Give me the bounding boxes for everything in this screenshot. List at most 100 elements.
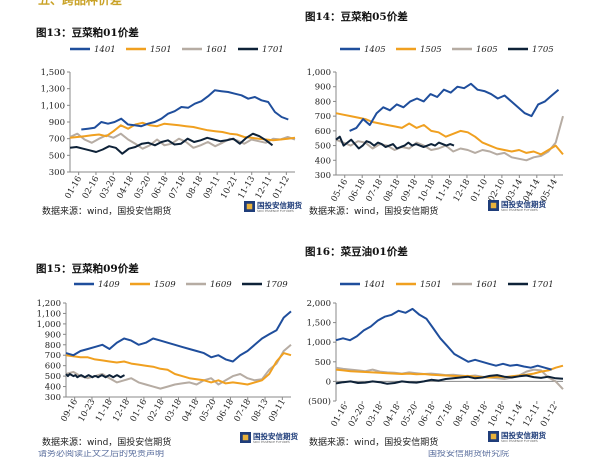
legend-label: 1701 [262,45,284,55]
legend-item-1501: 1501 [396,280,442,290]
logo-sub: SDIC ESSENCE FUTURES [253,440,290,444]
data-source: 数据来源：wind，国投安信期货 [309,438,439,448]
data-source: 数据来源：wind，国投安信期货 [309,207,439,217]
legend-label: 1709 [266,280,288,290]
legend-item-1501: 1501 [126,45,172,55]
x-tick-label: 01-12 [271,175,292,201]
legend-item-1609: 1609 [186,280,232,290]
y-tick-label: 900 [45,330,61,340]
y-tick-label: 1,000 [37,320,61,330]
logo-icon [240,432,251,443]
y-tick-label: 800 [315,97,331,107]
legend-label: 1509 [154,280,176,290]
y-tick-label: 1,500 [41,68,65,78]
legend-label: 1501 [420,280,442,290]
legend-item-1401: 1401 [340,280,386,290]
chart-title: 图16：菜豆油01价差 [305,246,408,258]
series-line-1509 [65,352,292,386]
chart-fig14: 1405 1505 1605 1705 300 400 500 600 700 800 900 1,0… [307,45,564,204]
y-tick-label: 0 [326,377,331,387]
series-line-1701 [335,374,564,385]
y-tick-label: 300 [315,171,331,181]
legend-label: 1501 [150,45,172,55]
chart-title: 图13：豆菜粕01价差 [36,27,139,39]
series-line-1401 [81,89,289,131]
y-tick-label: 400 [45,383,61,393]
legend-item-1405: 1405 [340,45,386,55]
legend-label: 1601 [476,280,498,290]
data-source: 数据来源：wind，国投安信期货 [42,438,172,448]
x-tick-label: 09-11 [267,398,288,424]
y-tick-label: 500 [315,142,331,152]
page-footer: 请务必阅读正文之后的免责声明 国投安信期货研究院 [0,450,600,458]
section-heading: 五、跨品种价差 [38,0,123,7]
logo-icon [488,200,499,211]
y-tick-label: 300 [49,168,65,178]
y-tick-label: 900 [315,83,331,93]
logo-sub: SDIC ESSENCE FUTURES [257,209,294,213]
series-line-1701 [69,132,274,155]
x-tick-label: 01-12 [539,403,560,429]
legend-label: 1701 [532,280,554,290]
legend-label: 1605 [476,45,498,55]
y-tick-label: 500 [315,358,331,368]
legend-label: 1401 [94,45,116,55]
y-tick-label: 700 [315,112,331,122]
series-line-1501 [69,121,296,142]
series-line-1709 [65,373,125,379]
y-tick-label: 500 [45,372,61,382]
legend-label: 1505 [420,45,442,55]
logo-sub: SDIC ESSENCE FUTURES [501,208,538,212]
chart-panel-fig13: 图13：豆菜粕01价差 1401 1501 1601 1701 300 500 700 900… [0,20,302,235]
chart-fig16: 1401 1501 1601 1701 (500) 0 500 1,000 1,500 2,000… [307,280,564,429]
logo-icon [488,431,499,442]
series-line-1405 [349,82,560,132]
legend-item-1601: 1601 [182,45,228,55]
series-line-1605 [335,115,564,162]
y-tick-label: 1,100 [37,309,61,319]
series-line-1609 [65,344,292,390]
y-tick-label: 900 [49,118,65,128]
series-line-1505 [335,112,564,156]
legend-item-1505: 1505 [396,45,442,55]
legend-item-1701: 1701 [508,280,554,290]
series-line-1409 [65,310,292,363]
legend-item-1601: 1601 [452,280,498,290]
y-tick-label: 400 [315,156,331,166]
y-tick-label: 1,500 [307,319,331,329]
legend-item-1709: 1709 [242,280,288,290]
chart-title: 图14：豆菜粕05价差 [305,11,408,23]
y-tick-label: 1,100 [41,101,65,111]
legend-item-1701: 1701 [238,45,284,55]
chart-panel-fig15: 图15：豆菜粕09价差 1409 1509 1609 1709 300 400 500 600… [0,253,300,448]
y-tick-label: (500) [308,396,331,407]
series-line-1705 [335,135,455,150]
logo-name: 国投安信期货 [257,201,302,210]
chart-panel-fig14: 图14：豆菜粕05价差 1405 1505 1605 1705 300 400 500 600… [300,5,600,220]
legend-label: 1405 [364,45,386,55]
chart-title: 图15：豆菜粕09价差 [36,263,139,275]
y-tick-label: 300 [45,393,61,403]
y-tick-label: 2,000 [307,299,331,309]
y-tick-label: 600 [45,362,61,372]
logo-sub: SDIC ESSENCE FUTURES [501,439,538,443]
chart-panel-fig16: 图16：菜豆油01价差 1401 1501 1601 1701 (500) 0 500 1,0… [300,240,600,448]
y-tick-label: 500 [49,151,65,161]
legend-item-1705: 1705 [508,45,554,55]
y-tick-label: 1,200 [37,299,61,309]
chart-fig13: 1401 1501 1601 1701 300 500 700 900 1,100 1,300 1,… [41,45,296,201]
logo-name: 国投安信期货 [253,432,298,441]
logo-name: 国投安信期货 [501,200,546,209]
y-tick-label: 800 [45,341,61,351]
chart-fig15: 1409 1509 1609 1709 3004005006007008009001,0… [37,280,292,424]
footer-institute: 国投安信期货研究院 [428,450,510,458]
footer-disclaimer: 请务必阅读正文之后的免责声明 [38,450,165,458]
legend-label: 1409 [98,280,120,290]
legend-item-1401: 1401 [70,45,116,55]
legend-item-1509: 1509 [130,280,176,290]
legend-item-1409: 1409 [74,280,120,290]
page-header: 五、跨品种价差 [0,0,600,12]
y-tick-label: 1,000 [307,68,331,78]
legend-label: 1609 [210,280,232,290]
legend-item-1605: 1605 [452,45,498,55]
